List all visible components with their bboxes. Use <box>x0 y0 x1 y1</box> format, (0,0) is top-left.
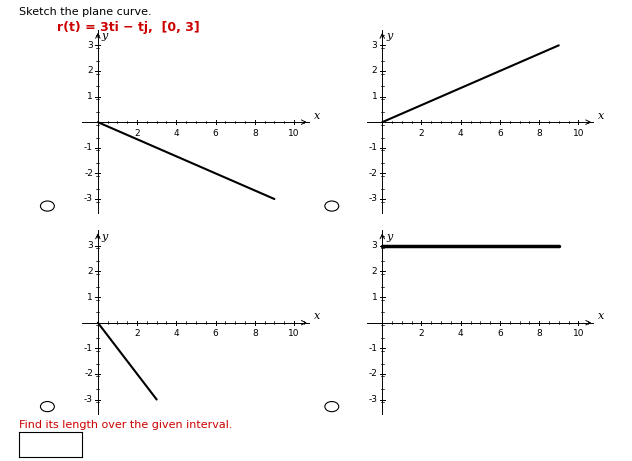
Text: 2: 2 <box>134 129 140 137</box>
Text: 6: 6 <box>212 329 219 338</box>
Text: 6: 6 <box>497 329 503 338</box>
Text: -2: -2 <box>84 369 93 378</box>
Text: 6: 6 <box>497 129 503 137</box>
Text: 3: 3 <box>372 242 377 250</box>
Text: Find its length over the given interval.: Find its length over the given interval. <box>19 420 233 431</box>
Text: 10: 10 <box>573 329 584 338</box>
Text: 1: 1 <box>372 92 377 101</box>
Text: -2: -2 <box>368 369 377 378</box>
Text: 2: 2 <box>87 66 93 76</box>
Text: 8: 8 <box>252 129 258 137</box>
Text: -2: -2 <box>84 169 93 178</box>
Text: 10: 10 <box>573 129 584 137</box>
Text: -1: -1 <box>84 344 93 353</box>
Text: 6: 6 <box>212 129 219 137</box>
Text: -1: -1 <box>368 143 377 152</box>
Text: 3: 3 <box>87 41 93 50</box>
Text: -1: -1 <box>84 143 93 152</box>
Text: y: y <box>102 31 108 41</box>
Text: 4: 4 <box>174 329 179 338</box>
Text: 3: 3 <box>372 41 377 50</box>
Text: -3: -3 <box>368 395 377 404</box>
Text: 10: 10 <box>288 329 300 338</box>
Text: 2: 2 <box>418 129 424 137</box>
Text: 1: 1 <box>87 293 93 301</box>
Text: y: y <box>102 232 108 242</box>
Text: Sketch the plane curve.: Sketch the plane curve. <box>19 7 152 17</box>
Text: x: x <box>313 312 320 321</box>
Text: 8: 8 <box>537 129 542 137</box>
Text: 4: 4 <box>458 129 463 137</box>
Text: 2: 2 <box>134 329 140 338</box>
Text: 3: 3 <box>87 242 93 250</box>
Text: 2: 2 <box>372 267 377 276</box>
Text: x: x <box>598 312 604 321</box>
Text: 8: 8 <box>252 329 258 338</box>
Text: x: x <box>598 111 604 121</box>
Text: y: y <box>386 232 392 242</box>
Text: -2: -2 <box>368 169 377 178</box>
Text: y: y <box>386 31 392 41</box>
Text: 2: 2 <box>418 329 424 338</box>
Text: 2: 2 <box>87 267 93 276</box>
Text: 1: 1 <box>372 293 377 301</box>
Text: 10: 10 <box>288 129 300 137</box>
Text: -3: -3 <box>84 195 93 203</box>
Text: 8: 8 <box>537 329 542 338</box>
Text: 1: 1 <box>87 92 93 101</box>
Text: 4: 4 <box>174 129 179 137</box>
Text: x: x <box>313 111 320 121</box>
Text: r(t) = 3ti − tj,  [0, 3]: r(t) = 3ti − tj, [0, 3] <box>57 21 200 34</box>
Text: -3: -3 <box>368 195 377 203</box>
Text: -1: -1 <box>368 344 377 353</box>
Text: 4: 4 <box>458 329 463 338</box>
Text: -3: -3 <box>84 395 93 404</box>
Text: 2: 2 <box>372 66 377 76</box>
